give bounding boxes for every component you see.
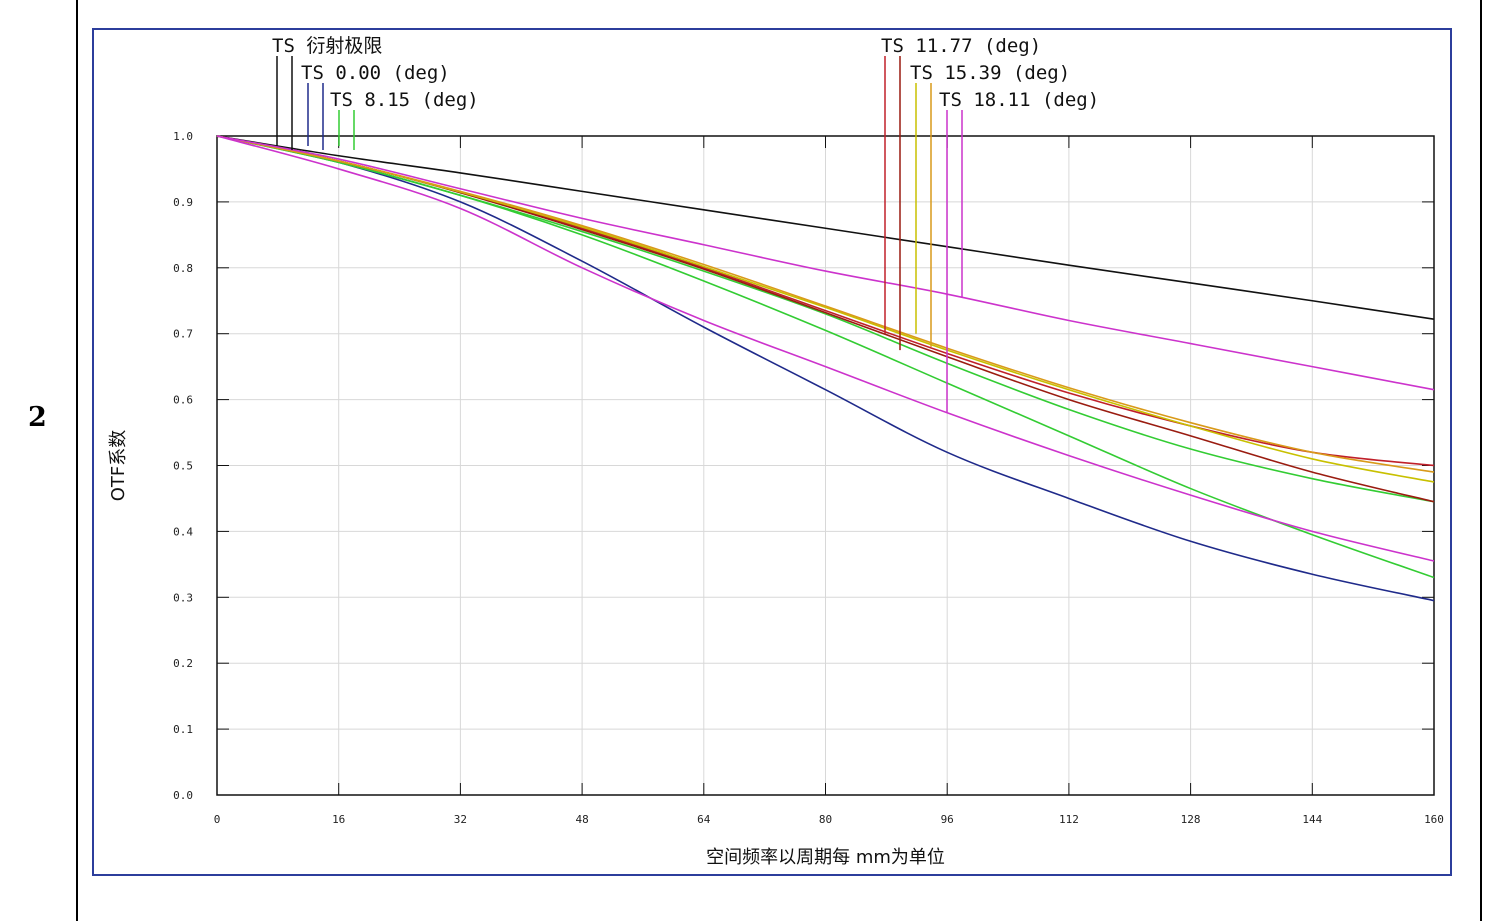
- legend-label-4: TS 15.39 (deg): [910, 62, 1070, 84]
- series-line-9: [216, 135, 1435, 562]
- x-tick-label: 112: [1059, 813, 1079, 826]
- legend-label-0: TS 衍射极限: [272, 35, 382, 57]
- y-tick-label: 0.6: [173, 394, 193, 407]
- x-tick-label: 32: [454, 813, 467, 826]
- y-tick-label: 0.4: [173, 525, 193, 538]
- y-tick-label: 0.9: [173, 196, 193, 209]
- x-axis-label: 空间频率以周期每 mm为单位: [706, 847, 945, 868]
- legend-label-2: TS 8.15 (deg): [330, 89, 479, 111]
- y-tick-label: 0.1: [173, 723, 193, 736]
- row-number-label: 2: [28, 402, 47, 433]
- x-tick-label: 16: [332, 813, 345, 826]
- legend-label-3: TS 11.77 (deg): [881, 35, 1041, 57]
- y-tick-label: 1.0: [173, 130, 193, 143]
- chart-frame: 0 16 32 48 64 80 96 112 128 144 160 0.0 0.1 0.2 0.3 0.4…: [92, 28, 1452, 876]
- y-tick-label: 0.2: [173, 657, 193, 670]
- right-border-line: [1480, 0, 1482, 921]
- series-line-8: [216, 135, 1435, 391]
- y-axis-label: OTF系数: [108, 430, 129, 502]
- x-tick-label: 144: [1302, 813, 1322, 826]
- x-tick-label: 128: [1181, 813, 1201, 826]
- mtf-chart: 0 16 32 48 64 80 96 112 128 144 160 0.0 0.1 0.2 0.3 0.4…: [108, 35, 1444, 868]
- x-tick-label: 160: [1424, 813, 1444, 826]
- y-tick-label: 0.0: [173, 789, 193, 802]
- y-tick-label: 0.3: [173, 591, 193, 604]
- x-tick-label: 64: [697, 813, 711, 826]
- left-border-line: [76, 0, 78, 921]
- y-tick-label: 0.7: [173, 328, 193, 341]
- y-tick-label: 0.5: [173, 460, 193, 473]
- x-tick-label: 48: [575, 813, 588, 826]
- x-tick-label: 0: [214, 813, 221, 826]
- legend-label-1: TS 0.00 (deg): [301, 62, 450, 84]
- x-tick-label: 80: [819, 813, 832, 826]
- legend-label-5: TS 18.11 (deg): [939, 89, 1099, 111]
- series-line-3: [216, 135, 1435, 503]
- series-line-0: [216, 135, 1435, 320]
- y-tick-label: 0.8: [173, 262, 193, 275]
- series-line-1: [216, 135, 1435, 602]
- series-line-7: [216, 135, 1435, 473]
- x-tick-label: 96: [941, 813, 954, 826]
